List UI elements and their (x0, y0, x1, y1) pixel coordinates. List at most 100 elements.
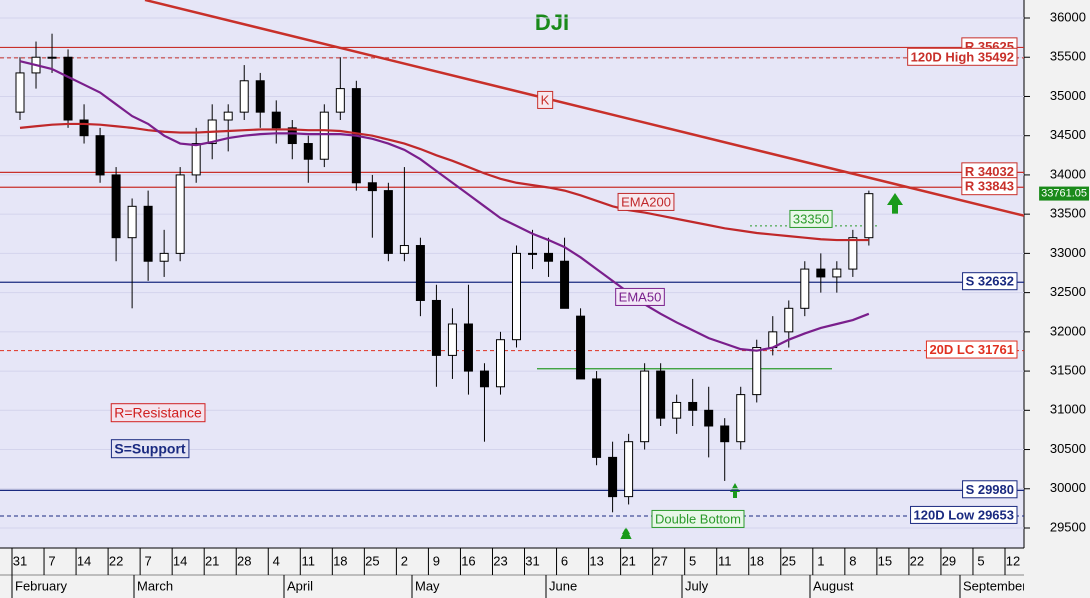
arrows (620, 193, 903, 539)
candle-body (544, 252, 554, 262)
candle-body (656, 370, 666, 419)
x-tick-label: 21 (621, 553, 635, 568)
x-tick-label: 9 (433, 553, 440, 568)
y-tick-label: 30500 (1050, 441, 1086, 456)
candle-body (479, 370, 489, 388)
ema-line (19, 60, 870, 352)
x-tick-label: 27 (653, 553, 667, 568)
x-tick-label: 18 (750, 553, 764, 568)
candle-body (319, 111, 329, 160)
x-tick-label: 16 (461, 553, 475, 568)
ema-line (19, 122, 869, 242)
candle-body (576, 315, 586, 380)
x-tick-label: 13 (589, 553, 603, 568)
x-tick-label: 23 (493, 553, 507, 568)
candle-body (367, 182, 377, 192)
legend-ema200: EMA200 (621, 194, 671, 209)
x-tick-label: 31 (13, 553, 27, 568)
annotation: S=Support (114, 441, 186, 457)
plot (0, 0, 1024, 529)
month-label: August (813, 578, 854, 593)
candle-body (287, 127, 297, 145)
candle-body (720, 425, 730, 443)
x-tick-label: 12 (1006, 553, 1020, 568)
candle-body (191, 143, 201, 176)
candle-body (672, 401, 682, 419)
candle-body (864, 193, 874, 239)
level-label: S 29980 (966, 482, 1014, 497)
y-tick-label: 36000 (1050, 9, 1086, 24)
label-box (651, 509, 745, 528)
candle-body (640, 370, 650, 443)
candle-body (111, 174, 121, 239)
chart-title: DJI (535, 10, 569, 35)
candle-body (736, 394, 746, 443)
candle-body (560, 260, 570, 309)
month-label: February (15, 578, 68, 593)
y-axis-area (1024, 0, 1090, 598)
candle-body (624, 441, 634, 498)
candle-body (848, 237, 858, 270)
candle-body (608, 456, 618, 498)
y-tick-label: 34500 (1050, 127, 1086, 142)
x-tick-label: 7 (48, 553, 55, 568)
label-box (615, 287, 665, 306)
candle-body (752, 347, 762, 396)
target-label: 33350 (793, 211, 829, 226)
y-tick-label: 30000 (1050, 480, 1086, 495)
x-tick-label: 11 (302, 553, 316, 568)
label-box (925, 340, 1018, 359)
y-tick-label: 31000 (1050, 402, 1086, 417)
x-tick-label: 2 (401, 553, 408, 568)
candle-body (255, 80, 265, 113)
x-tick-label: 7 (145, 553, 152, 568)
y-tick-label: 32000 (1050, 323, 1086, 338)
month-label: June (549, 578, 577, 593)
label-box (907, 47, 1018, 66)
x-tick-label: 22 (910, 553, 924, 568)
level-label: R 33843 (965, 179, 1014, 194)
candle-body (431, 299, 441, 356)
candle-body (47, 56, 57, 59)
label-box (910, 505, 1018, 524)
x-tick-label: 6 (561, 553, 568, 568)
candle-body (79, 119, 89, 137)
month-label: July (685, 578, 709, 593)
label-box (962, 480, 1018, 499)
x-tick-label: 22 (109, 553, 123, 568)
candle-body (15, 72, 25, 113)
candle-body (159, 252, 169, 262)
candle-body (816, 268, 826, 278)
x-tick-label: 4 (273, 553, 280, 568)
y-tick-label: 31500 (1050, 363, 1086, 378)
last-price-box (1039, 186, 1089, 201)
month-label: March (137, 578, 173, 593)
annotation: Double Bottom (655, 511, 741, 526)
label-box (962, 272, 1018, 291)
level-label: 120D High 35492 (911, 49, 1014, 64)
y-tick-label: 35500 (1050, 49, 1086, 64)
candle-body (223, 111, 233, 121)
x-tick-label: 21 (205, 553, 219, 568)
candle-body (271, 111, 281, 129)
x-tick-label: 25 (782, 553, 796, 568)
annotation: R=Resistance (114, 405, 202, 421)
month-label: May (415, 578, 440, 593)
x-tick-label: 5 (977, 553, 984, 568)
level-label: 20D LC 31761 (929, 342, 1014, 357)
y-tick-label: 32500 (1050, 284, 1086, 299)
candle-body (175, 174, 185, 254)
x-tick-label: 5 (689, 553, 696, 568)
x-axis-area (0, 548, 1024, 598)
x-tick-label: 1 (817, 553, 824, 568)
x-tick-label: 18 (333, 553, 347, 568)
candle-body (528, 252, 538, 255)
x-tick-label: 31 (525, 553, 539, 568)
last-price-label: 33761.05 (1041, 188, 1087, 200)
candle-body (704, 409, 714, 427)
candle-body (832, 268, 842, 278)
label-box (537, 90, 554, 109)
y-tick-label: 35000 (1050, 88, 1086, 103)
candle-body (688, 401, 698, 411)
